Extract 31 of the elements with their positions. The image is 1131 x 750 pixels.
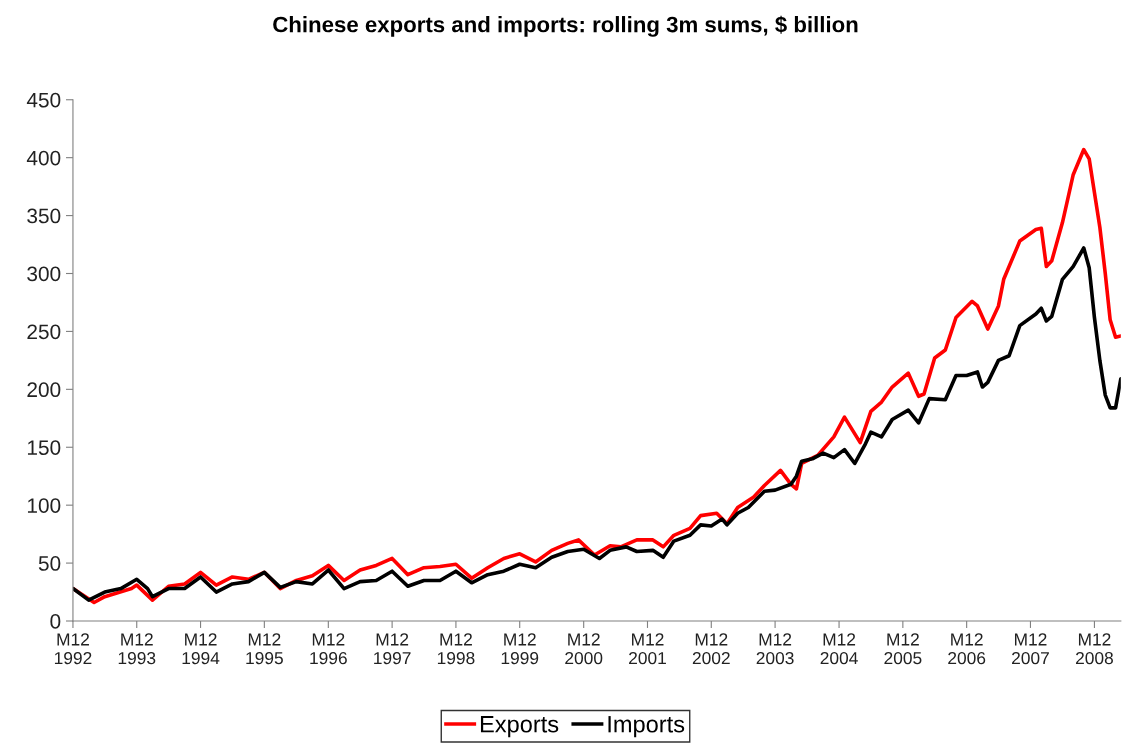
x-tick-label: M12 1996 (310, 633, 347, 665)
y-tick-label: 450 (26, 92, 61, 108)
x-tick-label: M12 1992 (54, 633, 92, 665)
x-tick-label: M12 2005 (884, 633, 922, 665)
x-tick-label: M12 1999 (501, 633, 539, 665)
chart-title: Chinese exports and imports: rolling 3m sums, $ billion (273, 15, 858, 37)
y-tick-label: 350 (27, 208, 61, 224)
y-tick-label: 250 (27, 324, 61, 340)
x-tick-label: M12 1997 (374, 633, 411, 665)
y-tick-label: 50 (38, 556, 61, 571)
legend-label: Exports (480, 716, 559, 738)
x-tick-label: M12 2004 (820, 633, 858, 665)
x-tick-label: M12 2000 (565, 633, 603, 665)
line-series (72, 246, 1121, 602)
x-tick-label: M12 2002 (692, 633, 730, 665)
x-tick-label: M12 1998 (437, 633, 475, 665)
y-tick-label: 0 (50, 614, 61, 629)
x-tick-label: M12 1993 (118, 633, 156, 665)
x-tick-label: M12 1995 (246, 633, 283, 665)
y-tick-label: 300 (27, 266, 61, 282)
x-tick-label: M12 2007 (1012, 633, 1049, 665)
legend-label: Imports (608, 716, 685, 738)
y-tick-label: 400 (26, 150, 61, 166)
y-tick-label: 200 (27, 382, 61, 398)
x-tick-label: M12 2006 (948, 633, 986, 665)
x-tick-label: M12 2001 (629, 633, 666, 665)
x-tick-label: M12 2003 (756, 633, 794, 665)
x-tick-label: M12 2008 (1075, 633, 1113, 665)
y-tick-label: 150 (27, 440, 61, 455)
x-tick-label: M12 1994 (182, 633, 220, 665)
y-tick-label: 100 (27, 498, 61, 513)
